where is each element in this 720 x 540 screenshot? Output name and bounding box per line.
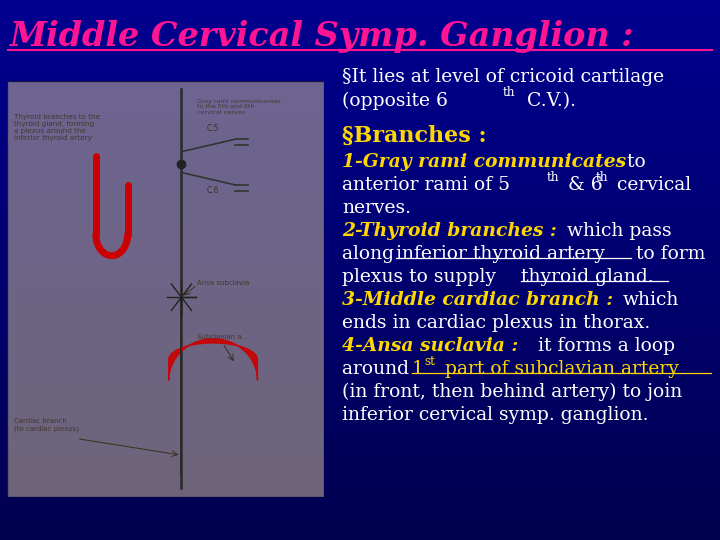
FancyBboxPatch shape xyxy=(7,81,324,497)
Text: inferior cervical symp. ganglion.: inferior cervical symp. ganglion. xyxy=(342,406,649,424)
Text: Subclavian a.: Subclavian a. xyxy=(197,334,244,340)
Text: Ansa subclavia: Ansa subclavia xyxy=(197,280,250,286)
Text: C.5: C.5 xyxy=(207,124,220,133)
Text: C.6: C.6 xyxy=(207,186,220,195)
Text: along: along xyxy=(342,245,400,263)
Text: which: which xyxy=(623,291,679,309)
Text: & 6: & 6 xyxy=(562,176,602,194)
Text: th: th xyxy=(596,171,608,184)
Text: which pass: which pass xyxy=(567,222,671,240)
Text: (opposite 6: (opposite 6 xyxy=(342,92,448,110)
Text: C.V.).: C.V.). xyxy=(521,92,575,110)
Text: it forms a loop: it forms a loop xyxy=(538,337,675,355)
Text: around: around xyxy=(342,360,415,378)
Text: cervical: cervical xyxy=(611,176,690,194)
Text: Cardiac branch
(to cardiac plexus): Cardiac branch (to cardiac plexus) xyxy=(14,418,78,432)
Text: to: to xyxy=(621,153,646,171)
Text: 2-Thyroid branches :: 2-Thyroid branches : xyxy=(342,222,563,240)
Text: Grey rami communicantes
to the 5th and 6th
cervical nerves: Grey rami communicantes to the 5th and 6… xyxy=(197,99,281,115)
Text: plexus to supply: plexus to supply xyxy=(342,268,502,286)
Text: 1: 1 xyxy=(412,360,423,378)
Text: Thyroid branches to the
thyroid gland, forming
a plexus around the
inferior thyr: Thyroid branches to the thyroid gland, f… xyxy=(14,114,99,141)
Text: 3-Middle cardiac branch :: 3-Middle cardiac branch : xyxy=(342,291,620,309)
Text: 4-Ansa suclavia :: 4-Ansa suclavia : xyxy=(342,337,525,355)
Text: ends in cardiac plexus in thorax.: ends in cardiac plexus in thorax. xyxy=(342,314,650,332)
Text: 1-Gray rami communicates: 1-Gray rami communicates xyxy=(342,153,626,171)
Text: th: th xyxy=(546,171,559,184)
Text: st: st xyxy=(425,355,436,368)
Text: to form: to form xyxy=(630,245,706,263)
Polygon shape xyxy=(168,339,258,380)
Text: §It lies at level of cricoid cartilage: §It lies at level of cricoid cartilage xyxy=(342,68,664,86)
Text: Middle Cervical Symp. Ganglion :: Middle Cervical Symp. Ganglion : xyxy=(10,20,647,53)
Text: th: th xyxy=(503,86,515,99)
Text: anterior rami of 5: anterior rami of 5 xyxy=(342,176,510,194)
Text: (in front, then behind artery) to join: (in front, then behind artery) to join xyxy=(342,383,683,401)
Text: thyroid gland.: thyroid gland. xyxy=(521,268,653,286)
Text: nerves.: nerves. xyxy=(342,199,411,217)
Text: inferior thyroid artery: inferior thyroid artery xyxy=(396,245,605,263)
Text: part of subclavian artery: part of subclavian artery xyxy=(439,360,679,378)
Text: §Branches :: §Branches : xyxy=(342,125,495,147)
